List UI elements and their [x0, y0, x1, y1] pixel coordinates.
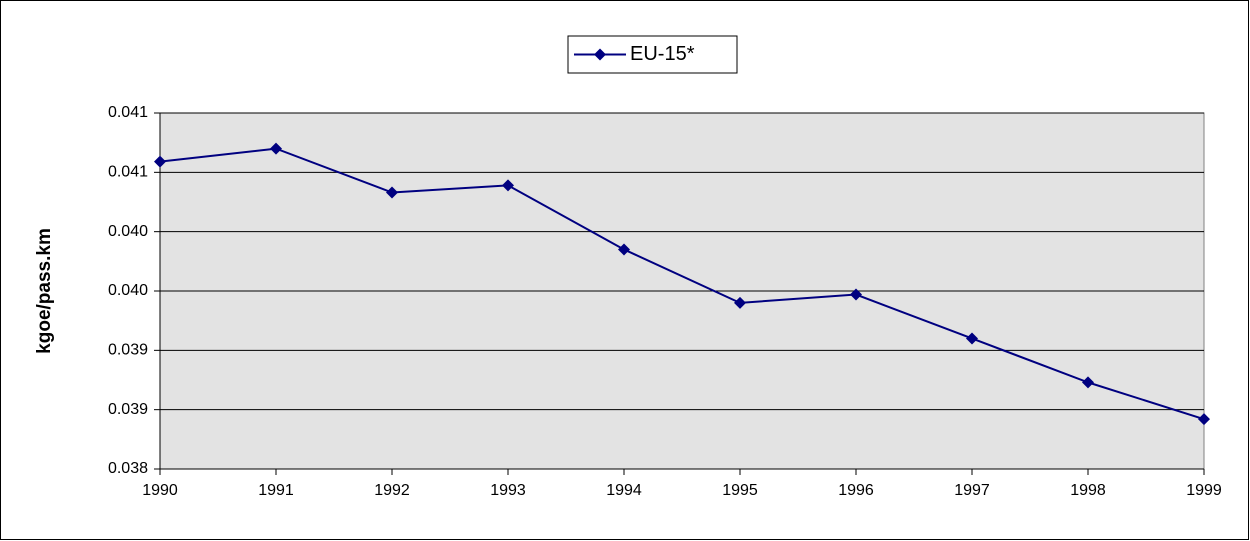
x-tick-label: 1993: [490, 482, 526, 499]
legend-marker: [594, 48, 606, 61]
x-tick-label: 1995: [722, 482, 758, 499]
data-point: [966, 332, 978, 345]
data-point: [270, 142, 282, 155]
data-point: [618, 243, 630, 256]
y-tick-label: 0.040: [108, 282, 148, 299]
x-tick-label: 1999: [1186, 482, 1222, 499]
y-axis-label: kgoe/pass.km: [34, 228, 55, 354]
y-tick-label: 0.041: [108, 104, 148, 121]
data-point: [502, 179, 514, 192]
x-tick-label: 1994: [606, 482, 642, 499]
data-point: [734, 296, 746, 309]
data-point: [386, 186, 398, 199]
x-tick-label: 1990: [142, 482, 178, 499]
x-tick-label: 1992: [374, 482, 410, 499]
y-tick-label: 0.039: [108, 342, 148, 359]
series-line: [159, 147, 1205, 421]
data-point: [1198, 413, 1210, 426]
data-point: [850, 288, 862, 301]
y-tick-label: 0.041: [108, 164, 148, 181]
y-tick-label: 0.038: [108, 460, 148, 477]
y-tick-label: 0.039: [108, 401, 148, 418]
legend-label: EU-15*: [630, 43, 695, 65]
y-tick-label: 0.040: [108, 223, 148, 240]
x-tick-label: 1997: [954, 482, 990, 499]
x-tick-label: 1998: [1070, 482, 1106, 499]
data-point: [154, 155, 166, 168]
x-tick-label: 1996: [838, 482, 874, 499]
x-tick-label: 1991: [258, 482, 294, 499]
data-point: [1082, 376, 1094, 389]
